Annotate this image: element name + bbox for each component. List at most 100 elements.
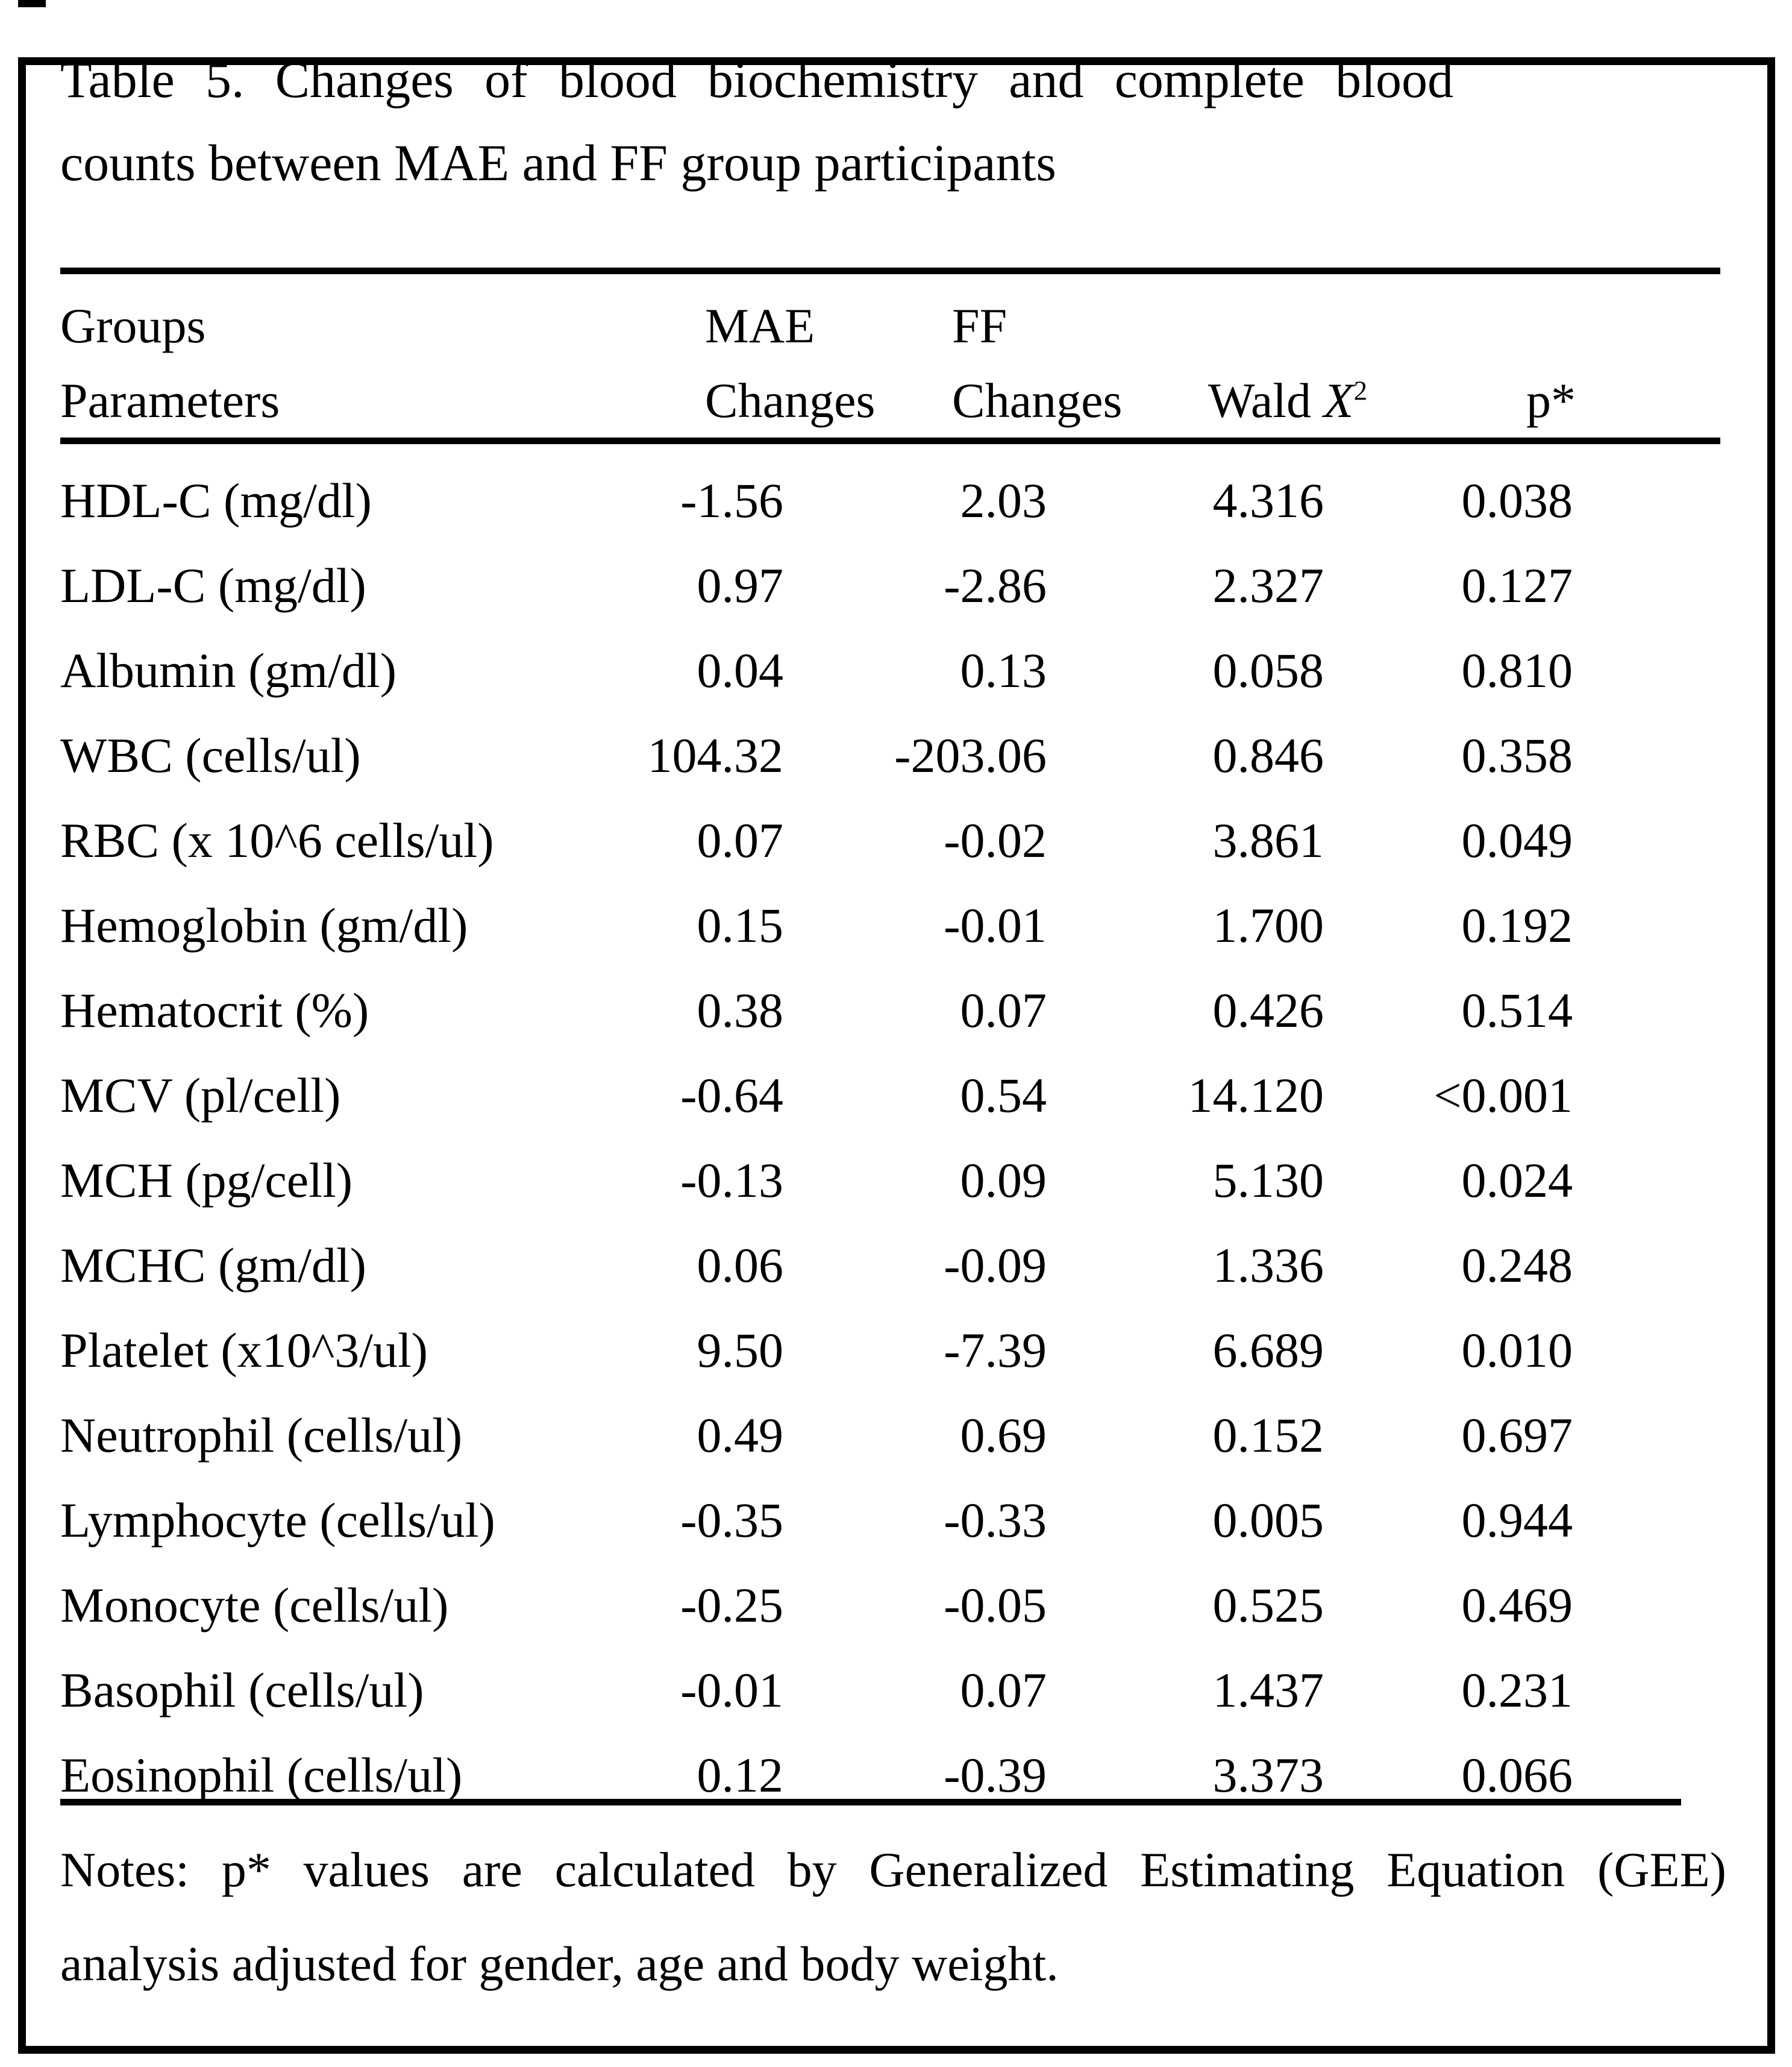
param-label: Neutrophil (cells/ul): [60, 1408, 463, 1463]
table-outer-frame: [18, 57, 1775, 2054]
ff-change-value: -0.33: [944, 1493, 1047, 1548]
mae-change-value: 0.06: [697, 1238, 784, 1293]
table-top-rule: [60, 268, 1720, 274]
param-label: Hematocrit (%): [60, 983, 369, 1038]
header-parameters: Parameters: [60, 373, 280, 428]
table-notes: Notes: p* values are calculated by Gener…: [60, 1823, 1726, 2011]
ff-change-value: -0.01: [944, 898, 1047, 953]
wald-chi-square-value: 14.120: [1188, 1068, 1324, 1123]
ff-change-value: -203.06: [894, 728, 1047, 783]
table-row: Lymphocyte (cells/ul) -0.35 -0.33 0.005 …: [60, 1478, 1750, 1563]
table-row: MCV (pl/cell) -0.64 0.54 14.120 <0.001: [60, 1053, 1750, 1138]
header-groups: Groups: [60, 298, 206, 353]
table-header-rule: [60, 438, 1720, 444]
table-row: Basophil (cells/ul) -0.01 0.07 1.437 0.2…: [60, 1648, 1750, 1733]
param-label: Hemoglobin (gm/dl): [60, 898, 468, 953]
ff-change-value: -0.09: [944, 1238, 1047, 1293]
p-value: 0.248: [1461, 1238, 1573, 1293]
p-value: 0.469: [1461, 1578, 1573, 1633]
table-body: HDL-C (mg/dl) -1.56 2.03 4.316 0.038 LDL…: [60, 458, 1750, 1818]
wald-chi-square-value: 3.373: [1212, 1748, 1324, 1802]
notes-line1: Notes: p* values are calculated by Gener…: [60, 1842, 1726, 1897]
ff-change-value: -0.05: [944, 1578, 1047, 1633]
ff-change-value: -0.39: [944, 1748, 1047, 1802]
wald-chi-square-value: 1.437: [1212, 1663, 1324, 1717]
mae-change-value: -0.64: [680, 1068, 783, 1123]
wald-chi-square-value: 0.846: [1212, 728, 1324, 783]
table-row: Hematocrit (%) 0.38 0.07 0.426 0.514: [60, 968, 1750, 1053]
table-row: HDL-C (mg/dl) -1.56 2.03 4.316 0.038: [60, 458, 1750, 543]
mae-change-value: 0.12: [697, 1748, 784, 1802]
mae-change-value: -0.01: [680, 1663, 783, 1717]
p-value: 0.049: [1461, 813, 1573, 868]
wald-chi-square-value: 4.316: [1212, 473, 1324, 528]
table-row: MCHC (gm/dl) 0.06 -0.09 1.336 0.248: [60, 1223, 1750, 1308]
header-wald-chi-square: Wald X2: [1208, 376, 1367, 425]
mae-change-value: -0.25: [680, 1578, 783, 1633]
param-label: Eosinophil (cells/ul): [60, 1748, 463, 1802]
ff-change-value: 0.07: [960, 1663, 1047, 1717]
wald-chi-square-value: 0.152: [1212, 1408, 1324, 1463]
mae-change-value: 0.38: [697, 983, 784, 1038]
ff-change-value: 0.54: [960, 1068, 1047, 1123]
wald-chi-square-value: 1.336: [1212, 1238, 1324, 1293]
mae-change-value: 0.97: [697, 558, 784, 613]
table-row: LDL-C (mg/dl) 0.97 -2.86 2.327 0.127: [60, 543, 1750, 628]
p-value: 0.514: [1461, 983, 1573, 1038]
wald-chi-square-value: 2.327: [1212, 558, 1324, 613]
ff-change-value: 0.09: [960, 1153, 1047, 1208]
table-row: MCH (pg/cell) -0.13 0.09 5.130 0.024: [60, 1138, 1750, 1223]
p-value: 0.024: [1461, 1153, 1573, 1208]
mae-change-value: 9.50: [697, 1323, 784, 1378]
mae-change-value: 104.32: [647, 728, 784, 783]
ff-change-value: 0.07: [960, 983, 1047, 1038]
ff-change-value: -2.86: [944, 558, 1047, 613]
param-label: Basophil (cells/ul): [60, 1663, 424, 1717]
table-row: RBC (x 10^6 cells/ul) 0.07 -0.02 3.861 0…: [60, 798, 1750, 883]
mae-change-value: -1.56: [680, 473, 783, 528]
wald-chi-square-value: 0.005: [1212, 1493, 1324, 1548]
p-value: 0.192: [1461, 898, 1573, 953]
param-label: WBC (cells/ul): [60, 728, 361, 783]
param-label: MCHC (gm/dl): [60, 1238, 366, 1293]
mae-change-value: 0.15: [697, 898, 784, 953]
p-value: 0.697: [1461, 1408, 1573, 1463]
p-value: 0.010: [1461, 1323, 1573, 1378]
p-value: 0.944: [1461, 1493, 1573, 1548]
header-p-value: p*: [1526, 373, 1576, 428]
param-label: RBC (x 10^6 cells/ul): [60, 813, 494, 868]
param-label: MCV (pl/cell): [60, 1068, 341, 1123]
p-value: 0.038: [1461, 473, 1573, 528]
table-row: Neutrophil (cells/ul) 0.49 0.69 0.152 0.…: [60, 1393, 1750, 1478]
table-title-line1: Table 5. Changes of blood biochemistry a…: [60, 51, 1453, 108]
header-wald-superscript: 2: [1353, 375, 1368, 406]
ff-change-value: 0.13: [960, 643, 1047, 698]
table-row: Albumin (gm/dl) 0.04 0.13 0.058 0.810: [60, 628, 1750, 713]
mae-change-value: 0.49: [697, 1408, 784, 1463]
p-value: <0.001: [1433, 1068, 1573, 1123]
wald-chi-square-value: 0.058: [1212, 643, 1324, 698]
wald-chi-square-value: 3.861: [1212, 813, 1324, 868]
header-wald-word: Wald: [1208, 373, 1324, 428]
table-row: Eosinophil (cells/ul) 0.12 -0.39 3.373 0…: [60, 1733, 1750, 1818]
table-bottom-rule: [60, 1799, 1681, 1805]
p-value: 0.066: [1461, 1748, 1573, 1802]
param-label: Monocyte (cells/ul): [60, 1578, 449, 1633]
wald-chi-square-value: 0.525: [1212, 1578, 1324, 1633]
table-row: Hemoglobin (gm/dl) 0.15 -0.01 1.700 0.19…: [60, 883, 1750, 968]
wald-chi-square-value: 5.130: [1212, 1153, 1324, 1208]
param-label: Platelet (x10^3/ul): [60, 1323, 428, 1378]
table-row: Monocyte (cells/ul) -0.25 -0.05 0.525 0.…: [60, 1563, 1750, 1648]
param-label: MCH (pg/cell): [60, 1153, 353, 1208]
ff-change-value: -0.02: [944, 813, 1047, 868]
p-value: 0.231: [1461, 1663, 1573, 1717]
p-value: 0.358: [1461, 728, 1573, 783]
wald-chi-square-value: 0.426: [1212, 983, 1324, 1038]
mae-change-value: -0.13: [680, 1153, 783, 1208]
scan-artifact-mark: [18, 0, 46, 7]
mae-change-value: 0.07: [697, 813, 784, 868]
notes-line2: analysis adjusted for gender, age and bo…: [60, 1936, 1059, 1991]
table-row: Platelet (x10^3/ul) 9.50 -7.39 6.689 0.0…: [60, 1308, 1750, 1393]
param-label: HDL-C (mg/dl): [60, 473, 372, 528]
param-label: LDL-C (mg/dl): [60, 558, 366, 613]
